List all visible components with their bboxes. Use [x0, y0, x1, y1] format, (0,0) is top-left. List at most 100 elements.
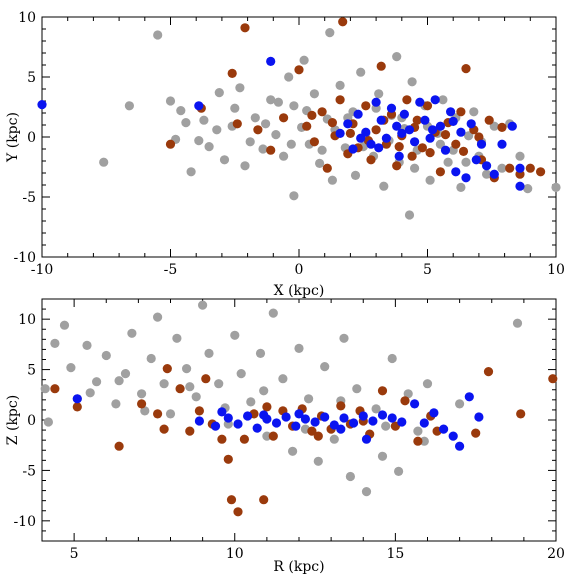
rz-point-grey — [40, 384, 50, 394]
xy-point-grey — [124, 101, 134, 111]
rz-point-brown — [162, 364, 172, 374]
xy-point-blue — [446, 107, 456, 117]
xy-point-brown — [412, 115, 422, 125]
rz-point-grey — [345, 471, 355, 482]
xy-point-grey — [284, 72, 294, 82]
xy-x-tick-label: 0 — [295, 262, 304, 278]
rz-point-blue — [419, 418, 429, 428]
xy-point-brown — [345, 128, 355, 138]
xy-point-grey — [240, 161, 250, 171]
xy-point-grey — [99, 157, 109, 167]
xy-point-blue — [37, 100, 47, 110]
xy-point-brown — [253, 125, 263, 135]
xy-point-grey — [181, 118, 191, 128]
rz-point-blue — [387, 413, 397, 423]
xy-point-blue — [448, 116, 458, 126]
xy-point-blue — [430, 95, 440, 105]
rz-point-brown — [268, 431, 278, 441]
rz-point-brown — [262, 402, 272, 412]
xy-point-brown — [376, 61, 386, 71]
xy-point-brown — [458, 146, 469, 156]
rz-point-brown — [377, 386, 388, 396]
xy-point-grey — [407, 77, 417, 87]
rz-point-grey — [204, 348, 214, 358]
xy-x-tick-label: 5 — [423, 262, 432, 278]
xy-point-blue — [461, 173, 471, 183]
rz-point-blue — [377, 410, 388, 420]
xy-y-tick-label: 10 — [18, 10, 36, 26]
xy-point-blue — [435, 121, 445, 131]
xy-point-grey — [317, 145, 327, 155]
rz-point-grey — [172, 333, 182, 343]
rz-point-grey — [185, 382, 195, 392]
rz-point-blue — [349, 418, 359, 428]
rz-point-grey — [159, 379, 169, 389]
xy-point-grey — [325, 27, 335, 38]
xy-point-brown — [435, 167, 445, 177]
rz-point-grey — [268, 308, 278, 318]
rz-point-grey — [165, 409, 176, 419]
xy-point-grey — [204, 142, 214, 152]
xy-point-blue — [515, 181, 525, 191]
xy-point-brown — [227, 68, 237, 78]
rz-point-brown — [72, 402, 82, 412]
rz-point-grey — [146, 353, 156, 364]
rz-point-blue — [448, 431, 458, 441]
rz-point-blue — [474, 412, 484, 422]
rz-point-grey — [387, 353, 397, 364]
xy-point-blue — [471, 155, 481, 165]
rz-point-grey — [313, 456, 323, 466]
xy-point-blue — [440, 145, 451, 155]
rz-point-brown — [226, 495, 237, 505]
rz-point-grey — [361, 487, 372, 497]
rz-point-blue — [252, 423, 262, 433]
xy-point-brown — [402, 95, 412, 105]
xy-x-tick-label: 10 — [547, 262, 565, 278]
xy-point-grey — [456, 182, 466, 192]
rz-point-brown — [516, 409, 526, 419]
xy-point-blue — [507, 121, 517, 131]
rz-point-grey — [352, 384, 362, 394]
xy-point-blue — [343, 119, 353, 129]
xy-point-grey — [515, 151, 525, 161]
xy-point-grey — [186, 167, 196, 177]
rz-point-grey — [59, 320, 70, 330]
xy-point-grey — [153, 30, 163, 40]
rz-point-blue — [223, 413, 233, 423]
xy-point-brown — [335, 95, 345, 105]
rz-point-blue — [410, 399, 420, 409]
xy-point-brown — [322, 163, 332, 173]
r-axis-label: R (kpc) — [273, 559, 324, 575]
xy-point-brown — [294, 65, 304, 75]
rz-point-brown — [185, 426, 195, 436]
rz-point-grey — [339, 333, 349, 343]
xy-point-blue — [266, 56, 276, 66]
xy-point-brown — [484, 115, 494, 125]
xy-point-grey — [219, 155, 230, 165]
xy-point-grey — [489, 121, 499, 131]
xy-point-grey — [551, 182, 561, 192]
rz-point-grey — [320, 362, 330, 372]
xy-point-grey — [199, 115, 209, 125]
xy-point-blue — [489, 169, 499, 179]
xy-point-grey — [214, 88, 224, 98]
rz-point-blue — [320, 412, 330, 422]
xy-point-blue — [392, 121, 402, 131]
xy-point-brown — [240, 23, 250, 33]
rz-point-grey — [43, 417, 54, 427]
rz-point-brown — [336, 401, 346, 411]
xy-point-brown — [456, 107, 466, 117]
xy-point-blue — [410, 137, 420, 147]
xy-point-grey — [235, 83, 245, 93]
xy-point-blue — [425, 133, 435, 143]
xy-point-brown — [266, 145, 276, 155]
rz-point-blue — [291, 421, 301, 431]
xy-point-grey — [271, 130, 281, 140]
rz-point-brown — [223, 454, 233, 464]
rz-point-brown — [175, 384, 185, 394]
xy-point-blue — [415, 97, 425, 107]
rz-point-grey — [236, 369, 246, 379]
xy-data-points — [37, 17, 561, 220]
rz-point-blue — [294, 409, 304, 419]
xy-point-blue — [420, 115, 430, 125]
